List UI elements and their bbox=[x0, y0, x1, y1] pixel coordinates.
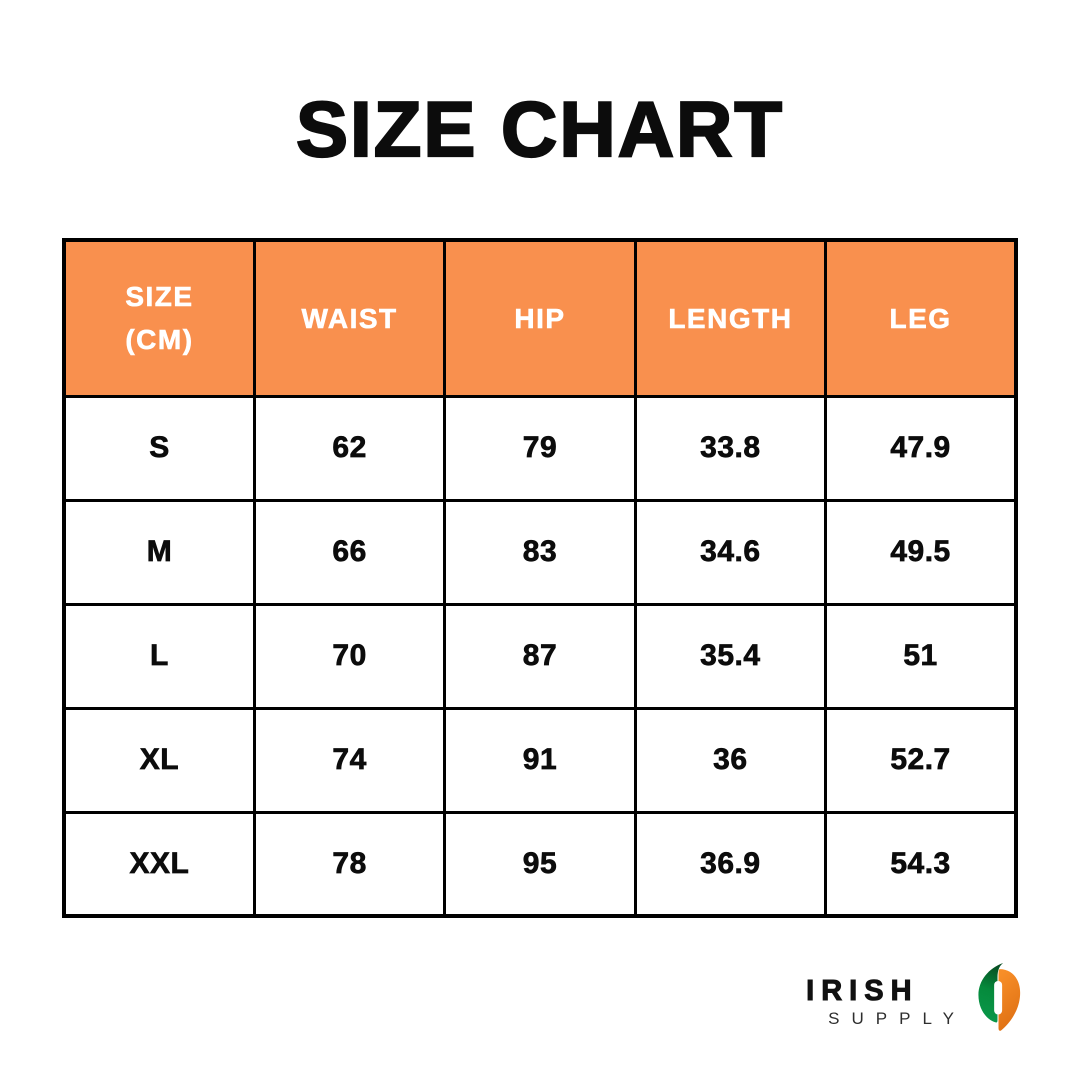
cell-hip: 79 bbox=[443, 394, 637, 502]
cell-size-label: XXL bbox=[62, 810, 256, 918]
table-row-xxl: XXL 78 95 36.9 54.3 bbox=[62, 810, 1018, 918]
brand-subtitle: SUPPLY bbox=[828, 1008, 966, 1028]
cell-leg: 51 bbox=[824, 602, 1018, 710]
cell-waist: 74 bbox=[252, 706, 447, 814]
cell-hip: 83 bbox=[443, 498, 637, 606]
cell-length: 33.8 bbox=[633, 394, 828, 502]
table-row-s: S 62 79 33.8 47.9 bbox=[62, 394, 1018, 502]
col-header-hip: HIP bbox=[443, 238, 637, 398]
leaf-drop-numeral-one-icon bbox=[978, 963, 1021, 1031]
cell-hip: 91 bbox=[443, 706, 637, 814]
cell-leg: 47.9 bbox=[824, 394, 1018, 502]
drop-orange-half bbox=[998, 969, 1021, 1031]
size-chart-table: SIZE (CM) WAIST HIP LENGTH LEG S 62 79 3… bbox=[62, 238, 1018, 918]
brand-name: IRISH bbox=[806, 974, 919, 1007]
cell-leg: 49.5 bbox=[824, 498, 1018, 606]
col-header-leg: LEG bbox=[824, 238, 1018, 398]
cell-length: 36.9 bbox=[633, 810, 828, 918]
cell-size-label: XL bbox=[62, 706, 256, 814]
cell-hip: 95 bbox=[443, 810, 637, 918]
cell-waist: 78 bbox=[252, 810, 447, 918]
page-title: SIZE CHART bbox=[295, 84, 784, 174]
table-header-row: SIZE (CM) WAIST HIP LENGTH LEG bbox=[62, 238, 1018, 398]
col-header-length: LENGTH bbox=[633, 238, 828, 398]
cell-length: 34.6 bbox=[633, 498, 828, 606]
brand-logo: IRISH SUPPLY bbox=[806, 963, 1024, 1036]
table-row-m: M 66 83 34.6 49.5 bbox=[62, 498, 1018, 606]
cell-leg: 52.7 bbox=[824, 706, 1018, 814]
cell-length: 36 bbox=[633, 706, 828, 814]
table-row-l: L 70 87 35.4 51 bbox=[62, 602, 1018, 710]
cell-hip: 87 bbox=[443, 602, 637, 710]
cell-waist: 66 bbox=[252, 498, 447, 606]
cell-waist: 62 bbox=[252, 394, 447, 502]
numeral-one-glyph bbox=[994, 981, 1003, 1015]
cell-waist: 70 bbox=[252, 602, 447, 710]
col-header-waist: WAIST bbox=[252, 238, 447, 398]
cell-size-label: L bbox=[62, 602, 256, 710]
brand-logo-text: IRISH SUPPLY bbox=[806, 974, 966, 1028]
cell-leg: 54.3 bbox=[824, 810, 1018, 918]
cell-size-label: M bbox=[62, 498, 256, 606]
cell-length: 35.4 bbox=[633, 602, 828, 710]
table-row-xl: XL 74 91 36 52.7 bbox=[62, 706, 1018, 814]
col-header-size-cm: SIZE (CM) bbox=[62, 238, 256, 398]
cell-size-label: S bbox=[62, 394, 256, 502]
